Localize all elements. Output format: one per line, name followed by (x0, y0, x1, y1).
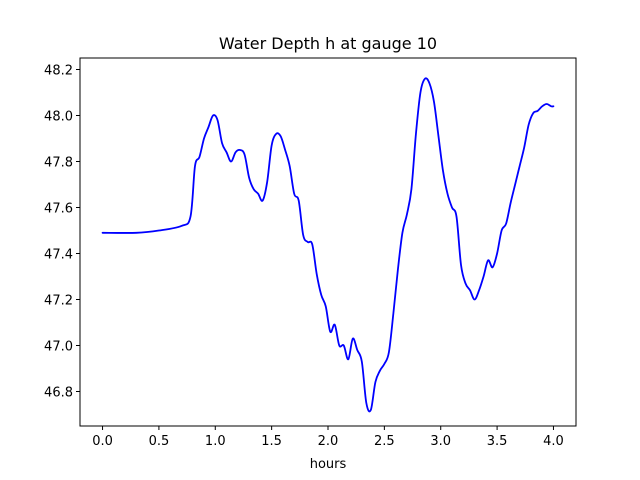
x-axis: 0.0 0.5 1.0 1.5 2.0 2.5 3.0 3.5 4.0 (92, 426, 564, 449)
y-tick-label: 46.8 (44, 386, 73, 401)
x-tick-label: 3.0 (430, 434, 451, 449)
x-axis-label: hours (310, 457, 347, 472)
y-tick-label: 48.2 (44, 64, 73, 79)
y-tick-label: 47.8 (44, 156, 73, 171)
y-tick-label: 47.0 (44, 340, 73, 355)
x-tick-label: 0.5 (149, 434, 170, 449)
x-tick-label: 1.0 (205, 434, 226, 449)
chart-title: Water Depth h at gauge 10 (219, 34, 437, 53)
series-line (101, 77, 555, 413)
y-tick-label: 47.4 (44, 248, 73, 263)
x-tick-label: 2.5 (374, 434, 395, 449)
x-tick-label: 3.5 (487, 434, 508, 449)
x-tick-label: 2.0 (318, 434, 339, 449)
y-tick-label: 48.0 (44, 110, 73, 125)
plot-layer (101, 77, 555, 413)
y-tick-label: 47.2 (44, 294, 73, 309)
x-tick-label: 0.0 (92, 434, 113, 449)
y-axis: 46.8 47.0 47.2 47.4 47.6 47.8 48.0 48.2 (44, 64, 80, 401)
x-tick-label: 1.5 (261, 434, 282, 449)
y-tick-label: 47.6 (44, 202, 73, 217)
x-tick-label: 4.0 (543, 434, 564, 449)
